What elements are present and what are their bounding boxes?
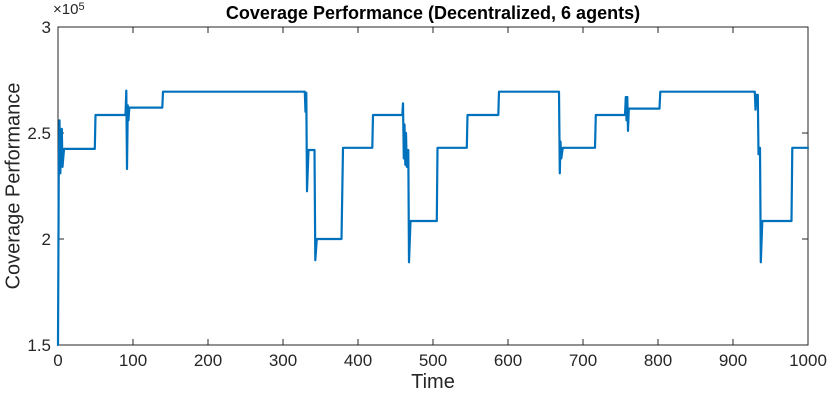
x-tick-label: 800	[644, 351, 672, 370]
x-axis-label: Time	[411, 371, 455, 393]
y-tick-label: 2.5	[27, 124, 51, 143]
y-axis-exponent: ×105	[53, 1, 85, 18]
y-axis-exponent-base: ×10	[53, 1, 79, 18]
y-tick-label: 2	[42, 230, 51, 249]
y-axis-label: Coverage Performance	[2, 82, 25, 290]
x-tick-label: 500	[419, 351, 447, 370]
y-axis-exponent-power: 5	[78, 1, 85, 13]
chart-title: Coverage Performance (Decentralized, 6 a…	[225, 3, 641, 23]
y-tick-label: 3	[42, 18, 51, 37]
x-tick-label: 300	[269, 351, 297, 370]
x-tick-label: 0	[53, 351, 62, 370]
x-tick-label: 1000	[789, 351, 827, 370]
y-tick-label: 1.5	[27, 336, 51, 355]
axes-box	[57, 26, 809, 346]
x-tick-label: 200	[194, 351, 222, 370]
x-tick-label: 700	[569, 351, 597, 370]
x-tick-label: 900	[719, 351, 747, 370]
x-tick-label: 100	[119, 351, 147, 370]
series-line	[56, 89, 810, 347]
x-tick-label: 600	[494, 351, 522, 370]
x-tick-label: 400	[344, 351, 372, 370]
